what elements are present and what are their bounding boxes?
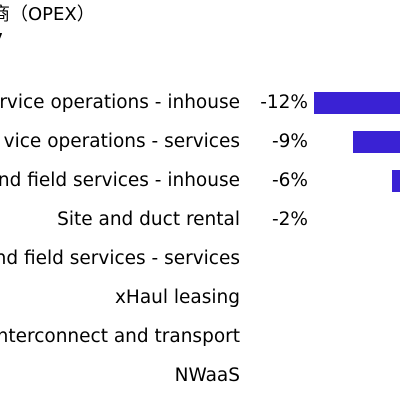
value-label: -6% <box>272 170 308 191</box>
category-label: rvice operations - inhouse <box>0 92 240 113</box>
bar <box>392 170 400 192</box>
category-label: Site and duct rental <box>57 209 240 230</box>
category-label: nterconnect and transport <box>0 326 240 347</box>
category-label: vice operations - services <box>4 131 240 152</box>
category-label: NWaaS <box>175 365 240 386</box>
bar <box>314 92 400 114</box>
value-label: -12% <box>260 92 308 113</box>
value-label: -9% <box>272 131 308 152</box>
category-label: xHaul leasing <box>115 287 240 308</box>
value-label: -2% <box>272 209 308 230</box>
category-label: nd field services - inhouse <box>0 170 240 191</box>
chart-subtitle: 7 <box>0 30 3 52</box>
chart-title: 商（OPEX） <box>0 4 95 25</box>
category-label: nd field services - services <box>0 248 240 269</box>
bar <box>353 131 400 153</box>
